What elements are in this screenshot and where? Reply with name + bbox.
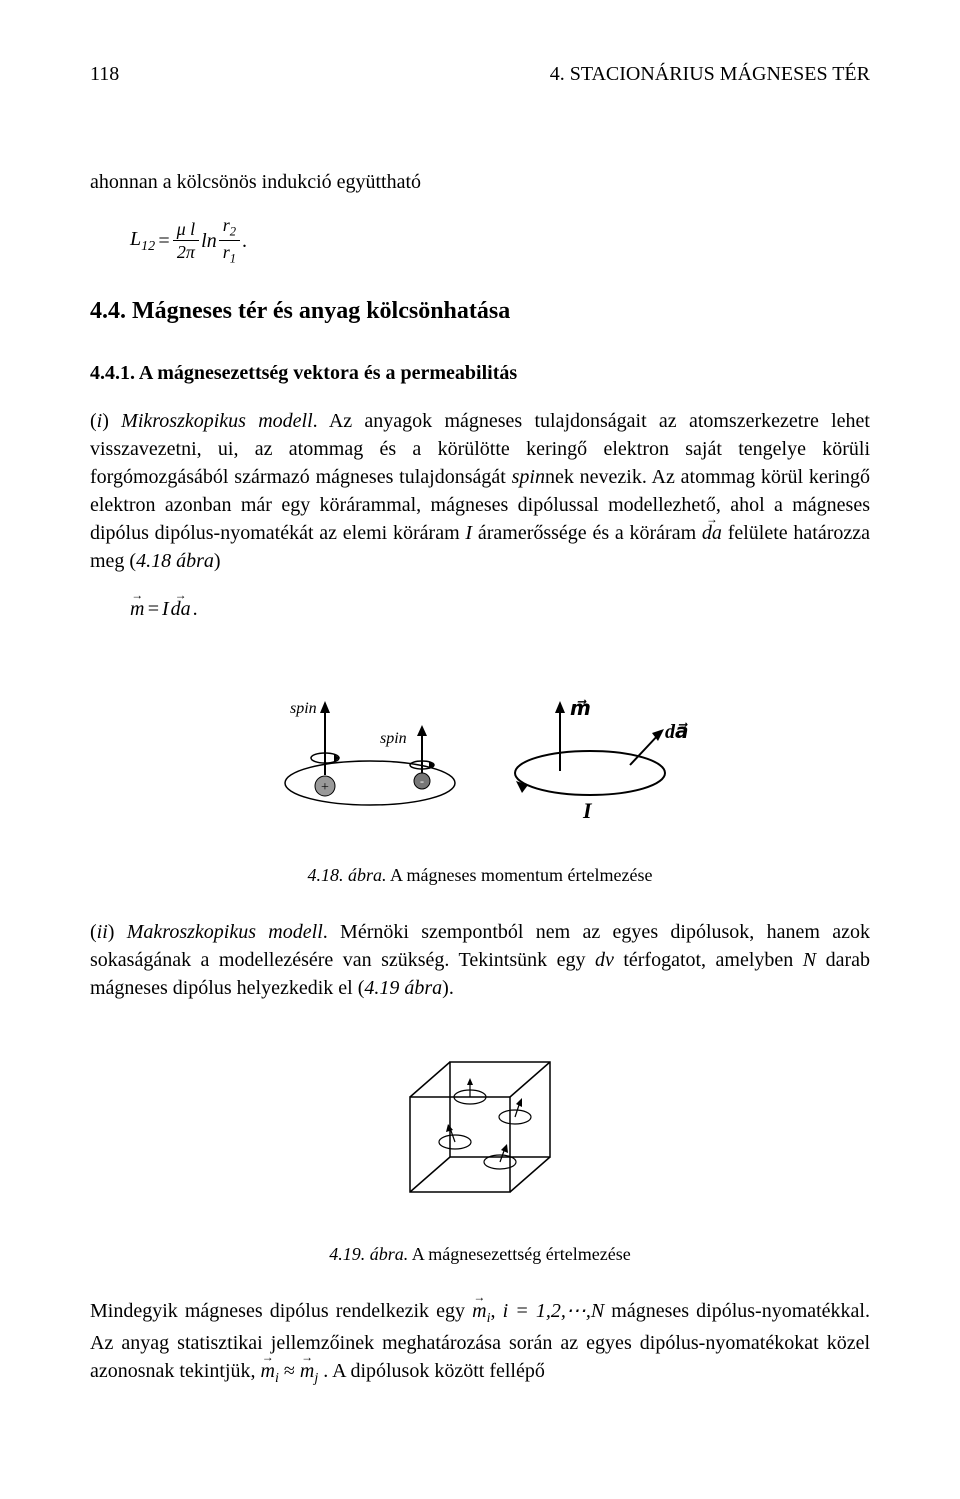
intro-text: ahonnan a kölcsönös indukció együttható <box>90 168 870 196</box>
eq1-lhs: L12 <box>130 225 155 257</box>
subsection-heading: 4.4.1. A mágnesezettség vektora és a per… <box>90 359 870 387</box>
vec-mj: m <box>300 1357 314 1385</box>
eq1-tail: . <box>242 227 247 255</box>
paragraph-dipole-moment: Mindegyik mágneses dipólus rendelkezik e… <box>90 1297 870 1388</box>
figure-4-19-caption: 4.19. ábra. A mágnesezettség értelmezése <box>90 1242 870 1267</box>
svg-text:m⃗: m⃗ <box>570 698 591 720</box>
equation-l12: L12 = μ l 2π ln r2 r1 . <box>130 216 870 265</box>
figure-4-19 <box>90 1042 870 1212</box>
vec-da: da <box>702 519 722 547</box>
section-heading: 4.4. Mágneses tér és anyag kölcsönhatása <box>90 295 870 329</box>
svg-text:+: + <box>321 780 329 795</box>
vec-m: m <box>130 595 144 623</box>
figure-4-18: + - spin spin m⃗ da⃗ I <box>90 663 870 833</box>
eq1-frac1: μ l 2π <box>173 220 200 261</box>
svg-text:I: I <box>582 798 593 823</box>
figure-4-18-caption: 4.18. ábra. A mágneses momentum értelmez… <box>90 863 870 888</box>
svg-text:spin: spin <box>290 700 317 717</box>
figure-4-18-svg: + - spin spin m⃗ da⃗ I <box>260 663 700 833</box>
chapter-title: 4. STACIONÁRIUS MÁGNESES TÉR <box>550 60 870 88</box>
vec-mi2: m <box>261 1357 275 1385</box>
figure-4-19-svg <box>370 1042 590 1212</box>
eq1-eq: = <box>157 227 171 255</box>
vec-da2: da <box>171 595 191 623</box>
paragraph-microscopic-model: (i) Mikroszkopikus modell. Az anyagok má… <box>90 407 870 575</box>
paragraph-macroscopic-model: (ii) Makroszkopikus modell. Mérnöki szem… <box>90 918 870 1002</box>
page-header: 118 4. STACIONÁRIUS MÁGNESES TÉR <box>90 60 870 88</box>
page-number: 118 <box>90 60 119 88</box>
svg-text:da⃗: da⃗ <box>665 721 689 743</box>
svg-text:spin: spin <box>380 730 407 747</box>
eq1-frac2: r2 r1 <box>219 216 240 265</box>
equation-m-ida: m = I da . <box>130 595 870 623</box>
vec-mi: m <box>472 1297 486 1325</box>
svg-text:-: - <box>420 774 424 788</box>
eq1-ln: ln <box>201 227 217 255</box>
